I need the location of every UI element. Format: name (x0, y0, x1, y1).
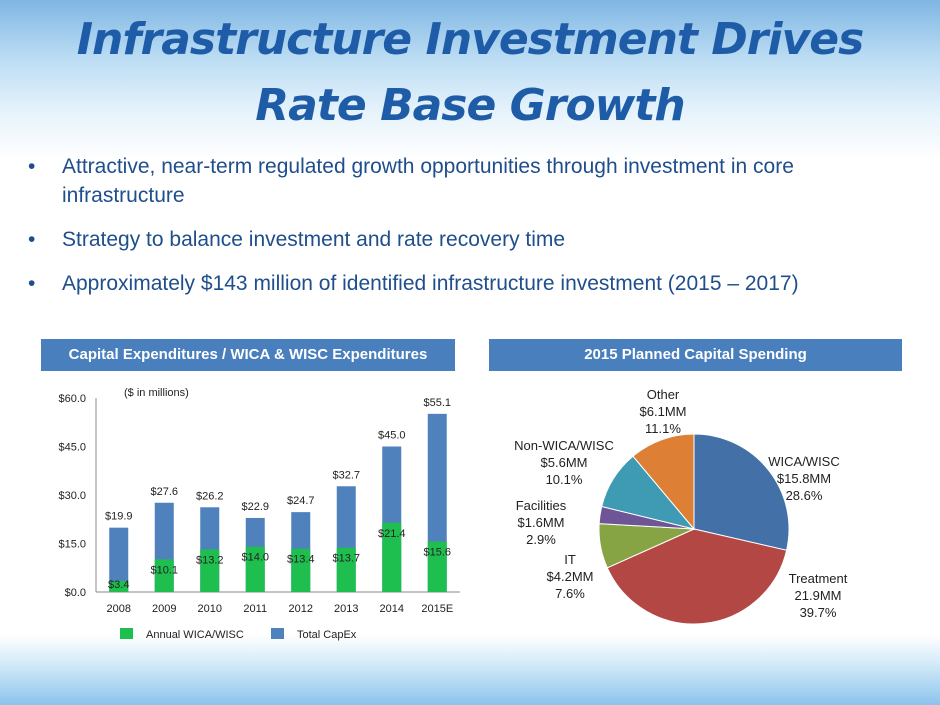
total-capex-data-label: $24.7 (287, 495, 315, 507)
legend-label-wica-wisc: Annual WICA/WISC (146, 629, 244, 641)
bar-annual-wica-wisc (336, 547, 356, 592)
y-tick-label: $45.0 (58, 442, 86, 454)
wica-wisc-data-label: $13.2 (196, 554, 224, 566)
total-capex-data-label: $27.6 (150, 486, 178, 498)
pie-slice-label-percent: 7.6% (555, 586, 585, 601)
legend-swatch-total-capex (271, 628, 284, 639)
x-tick-label: 2012 (289, 603, 313, 615)
pie-slice-label-amount: $6.1MM (640, 404, 687, 419)
pie-slice-label-name: Other (647, 387, 680, 402)
x-tick-label: 2008 (107, 603, 131, 615)
pie-slice-label-name: IT (564, 552, 576, 567)
wica-wisc-data-label: $14.0 (241, 552, 269, 564)
pie-slice-label-name: Non-WICA/WISC (514, 438, 614, 453)
y-tick-label: $60.0 (58, 393, 86, 405)
x-tick-label: 2009 (152, 603, 176, 615)
pie-slice-label-name: Facilities (516, 498, 567, 513)
wica-wisc-data-label: $10.1 (150, 564, 178, 576)
x-tick-label: 2014 (380, 603, 404, 615)
wica-wisc-data-label: $3.4 (108, 579, 129, 591)
total-capex-data-label: $26.2 (196, 490, 224, 502)
bar-annual-wica-wisc (245, 546, 265, 592)
pie-slice-label-percent: 11.1% (645, 421, 681, 436)
wica-wisc-data-label: $13.4 (287, 554, 315, 566)
capital-spending-pie-chart: WICA/WISC $15.8MM 28.6% Treatment 21.9MM 39.7… (514, 387, 848, 625)
wica-wisc-data-label: $21.4 (378, 528, 406, 540)
y-tick-label: $0.0 (65, 587, 86, 599)
pie-slice-label-percent: 2.9% (526, 532, 556, 547)
total-capex-data-label: $55.1 (423, 397, 451, 409)
slide-title-line2: Rate Base Growth (255, 80, 685, 131)
pie-slice-label-name: Treatment (789, 571, 848, 586)
pie-slice-label-amount: 21.9MM (795, 588, 842, 603)
pie-slice-label-amount: $4.2MM (547, 569, 594, 584)
y-tick-label: $15.0 (58, 539, 86, 551)
wica-wisc-data-label: $15.6 (423, 547, 451, 559)
bar-annual-wica-wisc (109, 581, 129, 592)
legend-swatch-wica-wisc (120, 628, 133, 639)
capex-bar-chart: ($ in millions) $0.0 $15.0 $30.0 $45.0 $60.0 $… (58, 387, 460, 641)
pie-slice-label-amount: $5.6MM (541, 455, 588, 470)
pie-slice-label-percent: 28.6% (786, 488, 823, 503)
pie-slice (693, 433, 790, 551)
slide-title-line1: Infrastructure Investment Drives (76, 14, 865, 65)
x-tick-label: 2015E (421, 603, 453, 615)
bar-total-capex (109, 527, 129, 592)
bar-annual-wica-wisc (382, 522, 402, 592)
pie-slice-label-amount: $15.8MM (777, 471, 831, 486)
x-tick-label: 2013 (334, 603, 358, 615)
units-note: ($ in millions) (124, 387, 189, 399)
pie-slice (632, 433, 695, 531)
total-capex-data-label: $19.9 (105, 511, 133, 523)
x-tick-label: 2010 (198, 603, 222, 615)
bar-annual-wica-wisc (291, 548, 311, 592)
bullet-item: Approximately $143 million of identified… (28, 269, 908, 298)
pie-chart-header: 2015 Planned Capital Spending (489, 339, 902, 371)
water-background-top (0, 0, 940, 160)
water-background-bottom (0, 635, 940, 705)
legend-label-total-capex: Total CapEx (297, 629, 357, 641)
total-capex-data-label: $45.0 (378, 430, 406, 442)
capex-chart-header: Capital Expenditures / WICA & WISC Expen… (41, 339, 455, 371)
wica-wisc-data-label: $13.7 (332, 553, 360, 565)
pie-slice (606, 528, 788, 625)
pie-slice-label-name: WICA/WISC (768, 454, 840, 469)
bar-annual-wica-wisc (427, 541, 447, 592)
bar-annual-wica-wisc (154, 559, 174, 592)
x-tick-label: 2011 (243, 603, 267, 615)
total-capex-data-label: $22.9 (241, 501, 269, 513)
bar-annual-wica-wisc (200, 549, 220, 592)
bullet-list: Attractive, near-term regulated growth o… (28, 152, 908, 313)
pie-slice-label-percent: 39.7% (800, 605, 837, 620)
pie-slice-label-amount: $1.6MM (518, 515, 565, 530)
bullet-item: Strategy to balance investment and rate … (28, 225, 908, 254)
y-tick-label: $30.0 (58, 490, 86, 502)
pie-slice-label-percent: 10.1% (546, 472, 583, 487)
total-capex-data-label: $32.7 (332, 469, 360, 481)
bullet-item: Attractive, near-term regulated growth o… (28, 152, 908, 210)
